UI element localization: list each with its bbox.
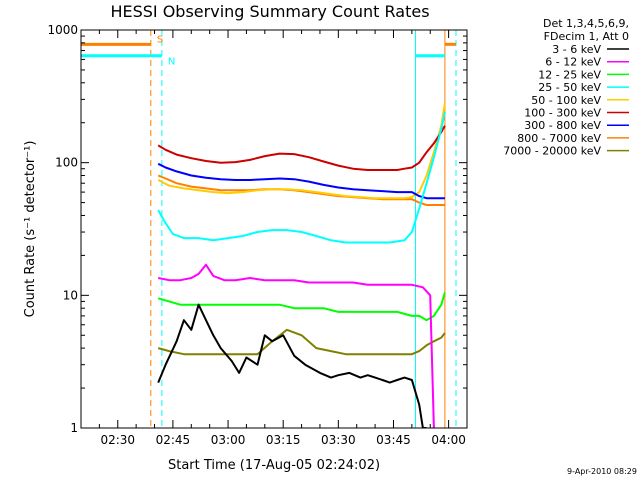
x-tick-label: 02:30 [100,433,135,447]
legend-label-1: 3 - 6 keV [552,43,601,56]
x-tick-label: 02:45 [156,433,191,447]
flag-label-N: N [168,57,175,68]
y-tick-label: 100 [55,156,78,170]
x-tick-label: 03:15 [266,433,301,447]
status-flags: SN [81,34,456,68]
series-line-50-100-kev [157,103,446,200]
legend-label-3: 12 - 25 keV [538,68,601,81]
legend-label-9: 7000 - 20000 keV [503,145,601,158]
series-line-12-25-kev [157,292,446,322]
legend-label-4: 25 - 50 keV [538,81,601,94]
y-tick-label: 1 [70,421,78,435]
x-tick-label: 03:45 [376,433,411,447]
footer-timestamp: 9-Apr-2010 08:29 [567,467,637,476]
x-axis-label: Start Time (17-Aug-05 02:24:02) [168,458,380,473]
legend-label-6: 100 - 300 keV [524,107,601,120]
legend: Det 1,3,4,5,6,9, FDecim 1, Att 0 3 - 6 k… [503,17,629,158]
legend-label-8: 800 - 7000 keV [517,132,601,145]
plot-frame [80,29,468,429]
series-line-7000-20000-kev [157,328,446,356]
x-tick-label: 03:30 [321,433,356,447]
legend-label-7: 300 - 800 keV [524,119,601,132]
series-lines [157,103,446,428]
axis-ticks: 02:30 02:45 03:00 03:15 03:30 03:45 04:00 1 10 10… [47,23,468,447]
legend-label-2: 6 - 12 keV [545,56,601,69]
time-markers [150,30,457,428]
series-line-300-800-kev [157,162,445,200]
y-tick-label: 10 [63,288,78,302]
legend-label-5: 50 - 100 keV [531,94,601,107]
x-tick-label: 03:00 [211,433,246,447]
series-line-25-50-kev [157,111,446,244]
y-axis-label: Count Rate (s⁻¹ detector⁻¹) [23,141,38,318]
x-tick-label: 04:00 [431,433,466,447]
legend-header-line-1: Det 1,3,4,5,6,9, [543,17,629,30]
series-line-3-6-kev [157,303,427,428]
legend-header-line-2: FDecim 1, Att 0 [544,30,629,43]
flag-label-S: S [157,34,163,45]
chart-title: HESSI Observing Summary Count Rates [110,2,429,21]
series-line-100-300-kev [157,125,446,171]
series-line-6-12-kev [158,263,435,428]
y-tick-label: 1000 [47,23,78,37]
